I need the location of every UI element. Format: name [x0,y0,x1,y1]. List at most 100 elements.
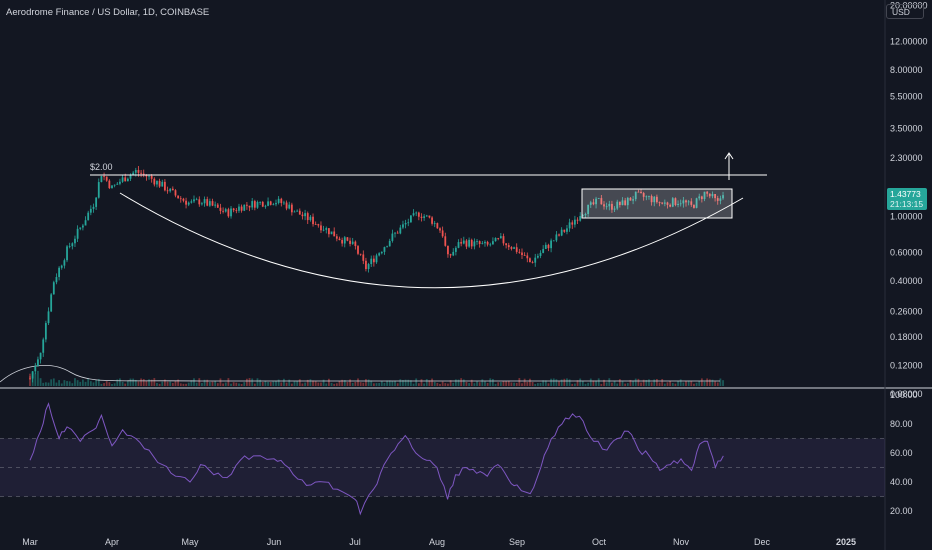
volume-bar [441,381,444,386]
volume-bar [542,380,545,386]
candle-body [640,191,642,194]
candle-body [447,245,449,255]
volume-bar [359,382,362,386]
candle-body [248,205,251,208]
candle-body [76,228,79,239]
candle-body [531,262,534,263]
volume-bar [121,381,124,386]
time-axis-tick: Apr [105,537,119,547]
volume-bar [375,383,378,386]
candle-body [158,180,161,187]
candle-body [677,203,679,205]
volume-bar [304,382,306,386]
price-axis-tick: 2.30000 [890,153,923,163]
candle-body [663,202,666,204]
candle-body [50,294,53,312]
volume-bar [214,380,217,386]
candle-body [58,267,60,278]
candle-body [600,198,603,205]
candle-body [177,195,180,199]
volume-bar [150,379,153,386]
candle-body [507,245,510,248]
candle-body [499,236,502,239]
candle-body [288,204,291,209]
volume-bar [341,379,344,386]
volume-bar [439,383,441,386]
candle-body [621,200,624,206]
volume-bar [616,383,619,386]
candle-body [526,255,529,259]
candle-body [626,197,629,206]
candle-body [357,246,359,254]
volume-bar [613,380,616,386]
volume-bar [513,382,515,386]
volume-bar [301,383,304,386]
volume-bar [145,380,148,386]
volume-bar [312,380,314,386]
volume-bar [132,378,135,386]
candle-body [320,225,322,231]
volume-bar [663,383,666,386]
volume-bar [203,379,206,386]
volume-bar [164,379,166,386]
volume-bar [621,381,624,386]
volume-bar [171,383,174,386]
time-axis-tick: Dec [754,537,771,547]
volume-bar [354,381,357,386]
candle-body [232,208,235,211]
candle-body [71,243,74,247]
candle-body [293,211,296,213]
candle-body [552,240,555,242]
candle-body [608,203,611,207]
volume-bar [166,381,169,386]
candle-body [174,190,177,196]
candle-body [605,206,608,208]
candle-body [198,199,201,205]
volume-bar [420,379,423,386]
volume-bar [153,378,156,386]
time-axis-tick: Mar [22,537,38,547]
volume-bar [499,382,502,386]
volume-bar [560,379,563,386]
candle-body [251,201,254,208]
candle-body [31,371,34,379]
candle-body [335,236,338,239]
candle-body [351,241,354,244]
volume-bar [79,381,82,386]
volume-bar [722,380,724,386]
candle-body [116,183,119,185]
candle-body [63,260,66,266]
candle-body [314,224,317,225]
candle-body [433,223,436,224]
volume-bar [417,383,420,386]
candle-body [156,180,158,185]
candle-body [367,264,370,270]
volume-bar [473,383,476,386]
volume-bar [206,379,209,386]
consolidation-box[interactable] [581,188,733,219]
volume-bar [579,378,582,386]
volume-bar [486,382,489,386]
candle-body [510,247,513,249]
volume-bar [84,381,87,386]
rounding-bottom-arc[interactable] [119,192,744,289]
volume-bar [224,382,227,386]
volume-bar [640,382,642,386]
candle-body [693,204,695,208]
volume-bar [246,378,248,386]
volume-bar [674,383,677,386]
candle-body [468,239,470,247]
volume-bar [711,379,714,386]
volume-bar [555,379,558,386]
currency-button[interactable]: USD [886,4,924,19]
candle-body [465,240,468,247]
volume-bar [317,382,320,386]
candle-body [95,197,98,207]
candle-body [298,210,301,215]
candle-body [230,208,232,217]
candle-body [121,177,124,182]
volume-bar [174,380,177,386]
volume-bar [415,378,418,386]
candle-body [322,229,325,231]
